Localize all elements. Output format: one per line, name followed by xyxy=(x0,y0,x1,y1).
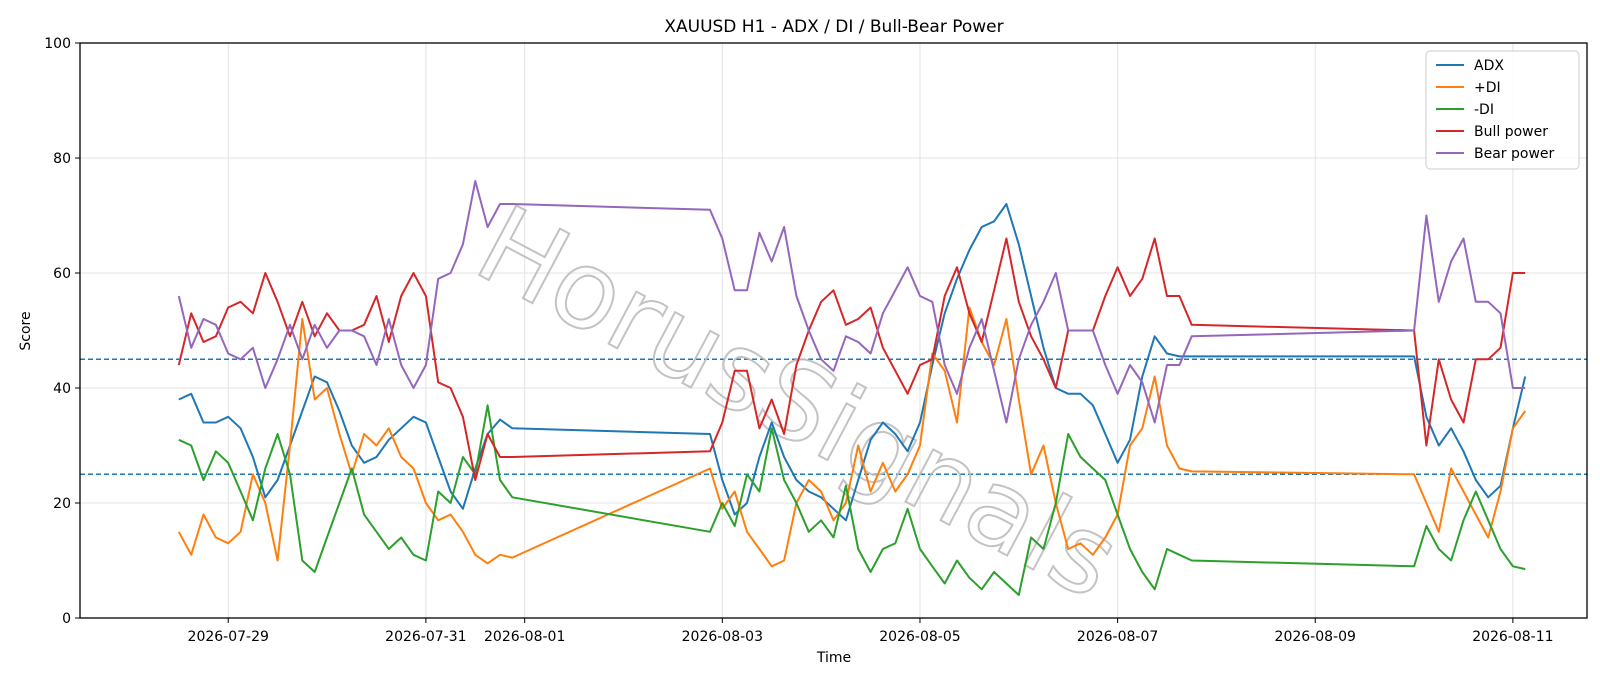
y-tick-label: 60 xyxy=(53,266,71,282)
plot-frame xyxy=(79,42,1588,619)
legend-label: -DI xyxy=(1474,102,1494,118)
x-tick-label: 2026-07-29 xyxy=(188,629,269,645)
series-line-bull-power xyxy=(177,237,1526,481)
legend-label: Bull power xyxy=(1474,124,1548,140)
legend-label: +DI xyxy=(1474,80,1501,96)
y-tick-label: 100 xyxy=(44,36,71,52)
x-tick-label: 2026-07-31 xyxy=(385,629,466,645)
chart-title: XAUUSD H1 - ADX / DI / Bull-Bear Power xyxy=(664,17,1003,37)
y-tick-label: 40 xyxy=(53,381,71,397)
x-tick-label: 2026-08-03 xyxy=(682,629,763,645)
series-layer xyxy=(177,180,1527,596)
y-tick-label: 0 xyxy=(62,611,71,627)
series-line-bear-power xyxy=(177,180,1526,424)
series-line-adx xyxy=(178,203,1527,522)
y-axis-label: Score xyxy=(18,311,34,350)
legend-label: ADX xyxy=(1474,58,1504,74)
x-tick-label: 2026-08-07 xyxy=(1077,629,1158,645)
x-axis-ticks: 2026-07-29 2026-07-31 2026-08-01 2026-08-03… xyxy=(188,618,1554,645)
x-tick-label: 2026-08-09 xyxy=(1275,629,1356,645)
series-line-di xyxy=(178,404,1526,596)
y-tick-label: 20 xyxy=(53,496,71,512)
reference-lines xyxy=(80,358,1587,475)
x-axis-label: Time xyxy=(816,650,851,666)
x-tick-label: 2026-08-05 xyxy=(879,629,960,645)
legend-label: Bear power xyxy=(1474,146,1555,162)
y-tick-label: 80 xyxy=(53,151,71,167)
legend-box xyxy=(1425,50,1580,170)
y-axis-ticks: 0 20 40 60 80 100 xyxy=(44,36,80,627)
chart-legend: ADX +DI -DI Bull power Bear power xyxy=(1425,50,1580,170)
x-tick-label: 2026-08-01 xyxy=(484,629,565,645)
x-tick-label: 2026-08-11 xyxy=(1472,629,1553,645)
